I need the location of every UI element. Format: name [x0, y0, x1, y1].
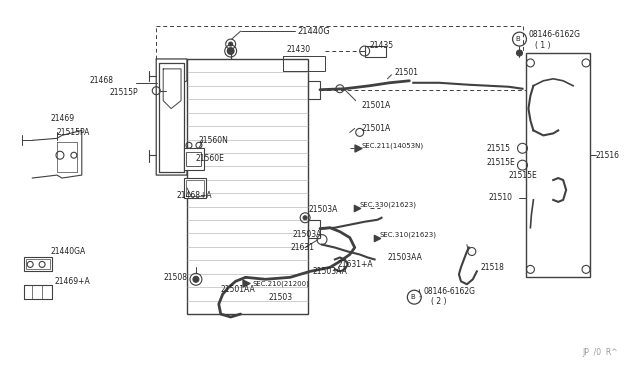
- Circle shape: [193, 276, 199, 282]
- Point: [353, 145, 363, 151]
- Circle shape: [303, 216, 307, 220]
- Bar: [308, 81, 320, 99]
- Text: SEC.211(14053N): SEC.211(14053N): [362, 142, 424, 148]
- Text: 21515: 21515: [487, 144, 511, 153]
- Text: 21515PA: 21515PA: [57, 128, 90, 137]
- Text: 21510: 21510: [489, 193, 513, 202]
- Point: [371, 235, 381, 241]
- Text: 21501A: 21501A: [362, 124, 391, 133]
- Text: 21631: 21631: [290, 243, 314, 252]
- Text: 21518: 21518: [481, 263, 505, 272]
- Text: 21516: 21516: [596, 151, 620, 160]
- Text: 21501A: 21501A: [362, 101, 391, 110]
- Text: 21503A: 21503A: [308, 205, 337, 214]
- Text: 21503AA: 21503AA: [387, 253, 422, 262]
- Text: 21515P: 21515P: [109, 88, 138, 97]
- Text: 21430: 21430: [286, 45, 310, 54]
- Text: B: B: [515, 36, 520, 42]
- Circle shape: [516, 50, 522, 56]
- Text: 21468: 21468: [90, 76, 114, 85]
- Text: 08146-6162G: 08146-6162G: [423, 287, 476, 296]
- Bar: [186, 152, 201, 166]
- Bar: [187, 59, 308, 314]
- Circle shape: [228, 42, 233, 46]
- Bar: [26, 259, 50, 269]
- Text: JP  /0  R^: JP /0 R^: [582, 348, 618, 357]
- Point: [241, 280, 251, 286]
- Bar: [24, 257, 52, 271]
- Point: [351, 205, 362, 211]
- Text: B: B: [410, 294, 415, 300]
- Text: 21631+A: 21631+A: [338, 260, 374, 269]
- Text: 21440GA: 21440GA: [50, 247, 85, 256]
- Bar: [186, 180, 204, 196]
- Text: 21435: 21435: [370, 41, 394, 49]
- Text: SEC.210(21200): SEC.210(21200): [253, 280, 309, 286]
- Text: 21560N: 21560N: [199, 136, 228, 145]
- Text: 21440G: 21440G: [297, 27, 330, 36]
- Text: 21560E: 21560E: [196, 154, 225, 163]
- Text: SEC.330(21623): SEC.330(21623): [360, 202, 417, 208]
- Text: SEC.310(21623): SEC.310(21623): [380, 231, 436, 238]
- Text: 21515E: 21515E: [509, 171, 538, 180]
- Polygon shape: [159, 63, 184, 172]
- Text: 21469: 21469: [50, 114, 74, 123]
- Text: 21469+A: 21469+A: [54, 277, 90, 286]
- Text: ( 1 ): ( 1 ): [536, 41, 551, 49]
- Text: 21468+A: 21468+A: [176, 192, 212, 201]
- Text: 21503A: 21503A: [292, 230, 321, 239]
- Circle shape: [227, 47, 235, 55]
- Bar: [184, 178, 206, 198]
- Text: 21503: 21503: [268, 293, 292, 302]
- Bar: [284, 56, 325, 71]
- Text: 21508: 21508: [163, 273, 187, 282]
- Bar: [527, 53, 590, 277]
- Bar: [308, 220, 320, 238]
- Text: ( 2 ): ( 2 ): [431, 296, 447, 306]
- Text: 21503AA: 21503AA: [312, 267, 347, 276]
- Text: 08146-6162G: 08146-6162G: [529, 30, 580, 39]
- Bar: [184, 148, 204, 170]
- Bar: [365, 46, 387, 57]
- Text: 21501AA: 21501AA: [221, 285, 255, 294]
- Text: 21515E: 21515E: [487, 158, 515, 167]
- Text: 21501: 21501: [394, 68, 419, 77]
